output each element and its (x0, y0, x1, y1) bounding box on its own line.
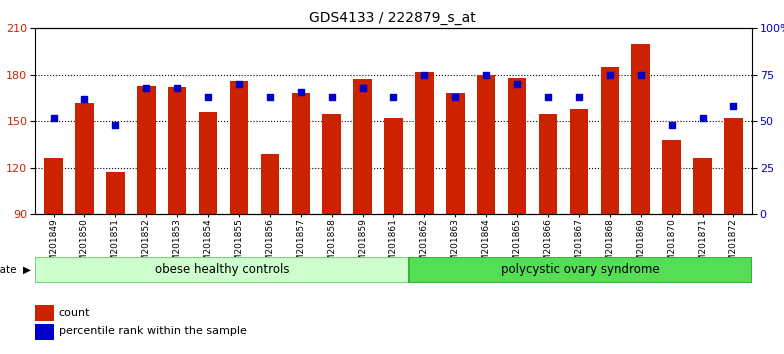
Bar (416, 72, 434, 214)
Bar (106, 172, 125, 214)
Point (233, 81, 245, 87)
Bar (693, 159, 712, 214)
Point (418, 72, 430, 78)
Text: obese healthy controls: obese healthy controls (154, 263, 289, 276)
Point (511, 81, 524, 87)
Bar (631, 44, 650, 214)
Bar (260, 154, 279, 214)
Bar (354, 79, 372, 214)
Bar (570, 109, 588, 214)
Bar (35, 305, 54, 321)
Point (572, 94, 585, 100)
Point (728, 103, 740, 109)
Point (604, 72, 616, 78)
Text: GDS4133 / 222879_s_at: GDS4133 / 222879_s_at (309, 11, 475, 25)
Bar (230, 81, 249, 214)
Bar (601, 67, 619, 214)
Bar (35, 324, 54, 340)
Bar (446, 93, 465, 214)
Point (109, 122, 122, 128)
Bar (508, 78, 526, 214)
Bar (322, 114, 341, 214)
Point (47, 115, 60, 120)
Point (140, 85, 153, 91)
Bar (477, 75, 495, 214)
Point (666, 122, 678, 128)
Bar (539, 114, 557, 214)
Bar (35, 257, 409, 283)
Point (325, 94, 338, 100)
Bar (292, 93, 310, 214)
Point (201, 94, 214, 100)
Bar (384, 118, 403, 214)
Point (295, 89, 307, 95)
Point (356, 85, 368, 91)
Bar (168, 87, 187, 214)
Point (542, 94, 554, 100)
Bar (75, 103, 94, 214)
Point (634, 72, 647, 78)
Bar (199, 112, 217, 214)
Text: count: count (59, 308, 90, 318)
Text: polycystic ovary syndrome: polycystic ovary syndrome (501, 263, 660, 276)
Point (387, 94, 400, 100)
Bar (724, 118, 742, 214)
Text: disease state  ▶: disease state ▶ (0, 265, 31, 275)
Point (696, 115, 709, 120)
Point (171, 85, 183, 91)
Bar (409, 257, 752, 283)
Bar (44, 159, 63, 214)
Bar (662, 140, 681, 214)
Text: percentile rank within the sample: percentile rank within the sample (59, 326, 246, 337)
Point (449, 94, 462, 100)
Point (480, 72, 492, 78)
Point (263, 94, 276, 100)
Point (78, 96, 91, 102)
Bar (137, 86, 155, 214)
